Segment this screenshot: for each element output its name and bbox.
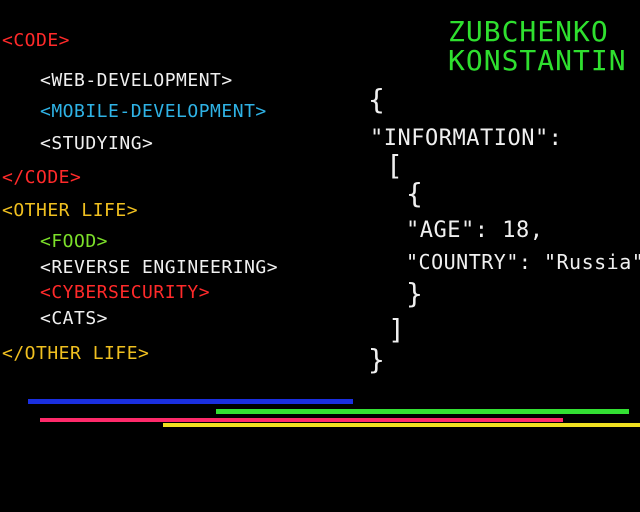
json-close-brace: }	[368, 343, 386, 376]
yellow-bar	[163, 423, 640, 427]
other-item-cats: <cats>	[40, 308, 109, 329]
json-country-line: "COUNTRY": "Russia"	[406, 250, 640, 274]
code-item-mobile: <mobile-development>	[40, 101, 267, 122]
other-item-food: <food>	[40, 231, 109, 252]
pink-bar	[40, 418, 563, 422]
code-close-tag: </code>	[2, 167, 82, 188]
json-inner-close-brace: }	[406, 277, 424, 310]
other-item-cybersecurity: <cybersecurity>	[40, 282, 211, 303]
name-line-1: ZUBCHENKO	[448, 15, 609, 48]
code-open-tag: <code>	[2, 30, 71, 51]
other-item-reverse-engineering: <reverse engineering>	[40, 257, 279, 278]
code-item-studying: <studying>	[40, 133, 154, 154]
json-inner-open-brace: {	[406, 177, 424, 210]
name-line-2: KONSTANTIN	[448, 44, 627, 77]
json-age-line: "AGE": 18,	[406, 218, 544, 243]
blue-bar	[28, 399, 353, 404]
other-life-open-tag: <other life>	[2, 200, 139, 221]
other-life-close-tag: </other life>	[2, 343, 150, 364]
json-information-key: "INFORMATION":	[370, 126, 563, 151]
green-bar	[216, 409, 629, 414]
json-open-brace: {	[368, 83, 386, 116]
code-item-web: <web-development>	[40, 70, 233, 91]
json-close-bracket: ]	[388, 313, 406, 346]
json-open-bracket: [	[386, 149, 404, 182]
